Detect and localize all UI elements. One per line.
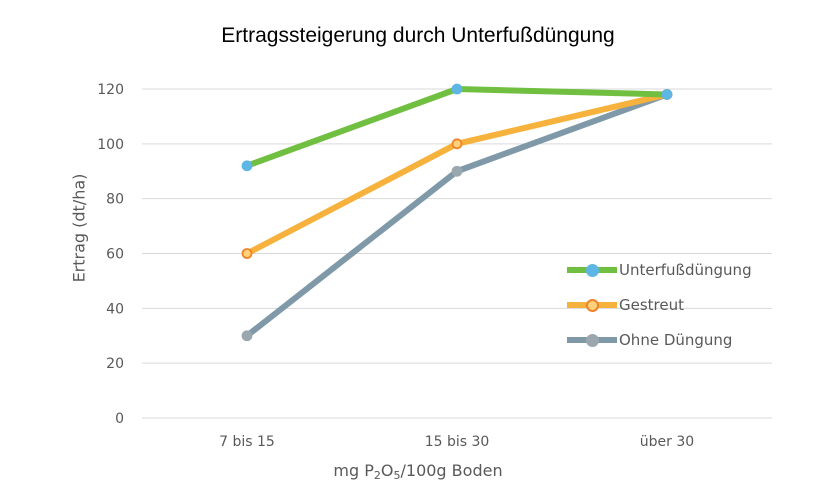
y-tick-label: 80 [106, 192, 124, 208]
legend-item-ohne-duengung: Ohne Düngung [567, 322, 752, 357]
data-point [661, 89, 673, 100]
y-tick-label: 40 [106, 301, 124, 317]
y-tick-label: 0 [115, 411, 124, 427]
data-point [241, 160, 253, 172]
data-point [241, 248, 253, 259]
x-axis-label: mg P2O5/100g Boden [0, 461, 836, 482]
data-point [451, 165, 463, 177]
x-tick-label: über 30 [640, 434, 694, 450]
x-axis-label-part: /100g Boden [400, 461, 503, 480]
y-tick-label: 60 [106, 247, 124, 263]
y-tick-label: 100 [97, 137, 124, 153]
legend-swatch [567, 330, 617, 350]
legend-label: Unterfußdüngung [619, 260, 752, 279]
legend-swatch [567, 260, 617, 280]
y-tick-label: 120 [97, 82, 124, 98]
x-axis-label-part: O [380, 461, 394, 480]
legend-item-unterfussduengung: Unterfußdüngung [567, 252, 752, 287]
data-point [241, 330, 253, 342]
legend-label: Gestreut [619, 295, 685, 314]
legend: Unterfußdüngung Gestreut Ohne Düngung [567, 252, 752, 357]
legend-label: Ohne Düngung [619, 330, 733, 349]
series-line [244, 86, 670, 169]
data-point [451, 83, 463, 95]
legend-item-gestreut: Gestreut [567, 287, 752, 322]
x-axis-label-subscript: 5 [393, 469, 401, 482]
data-point [451, 138, 463, 150]
y-tick-label: 20 [106, 356, 124, 372]
x-tick-label: 15 bis 30 [425, 434, 490, 450]
x-axis-label-part: mg P [333, 461, 374, 480]
y-axis-label: Ertrag (dt/ha) [69, 173, 89, 283]
x-tick-label: 7 bis 15 [219, 434, 275, 450]
x-axis-label-subscript: 2 [373, 469, 381, 482]
legend-swatch [567, 295, 617, 315]
chart-title: Ertragssteigerung durch Unterfußdüngung [221, 24, 615, 47]
